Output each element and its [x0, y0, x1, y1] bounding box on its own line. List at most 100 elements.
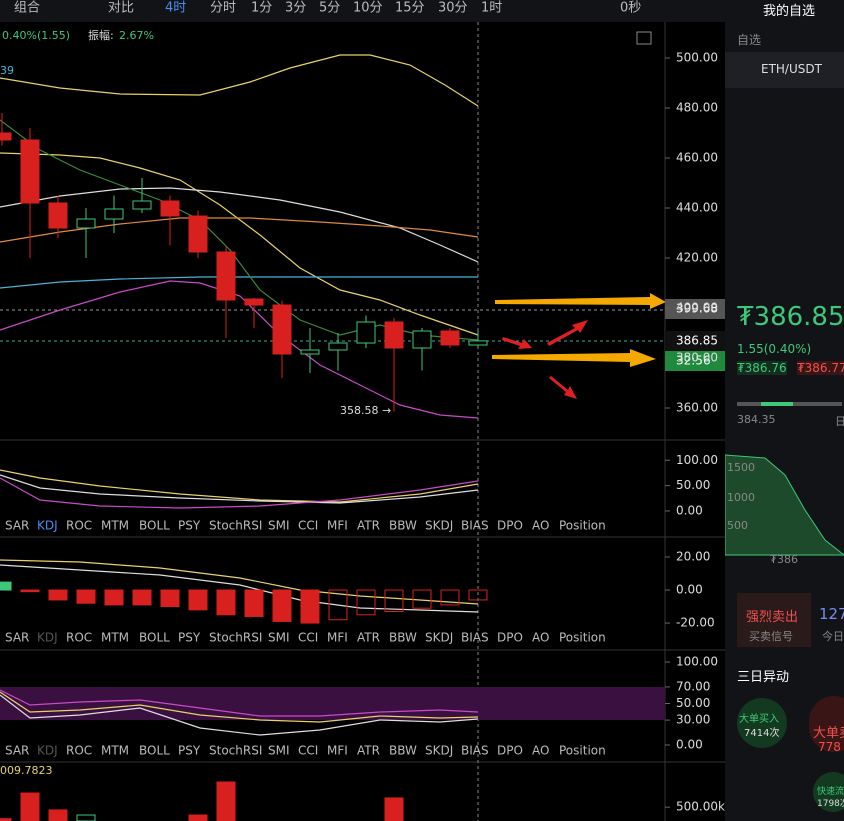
candle-body — [328, 342, 348, 351]
indicator-tab[interactable]: PSY — [178, 744, 201, 758]
indicator-tab[interactable]: BBW — [389, 631, 417, 645]
indicator-tab[interactable]: BBW — [389, 519, 417, 533]
indicator-tab[interactable]: StochRSI — [209, 519, 262, 533]
y-tick-label: 440.00 — [676, 201, 718, 215]
indicator-tab[interactable]: PSY — [178, 631, 201, 645]
y-tick-label: 100.00 — [676, 655, 718, 669]
depth-tick: 1000 — [727, 491, 755, 504]
indicator-tab[interactable]: KDJ — [37, 631, 58, 645]
indicator-tab[interactable]: AO — [532, 744, 549, 758]
indicator-tab[interactable]: KDJ — [37, 519, 58, 533]
low-note: 358.58 → — [340, 404, 391, 417]
y-tick-label: 0.00 — [676, 503, 703, 517]
expand-icon[interactable] — [636, 31, 652, 45]
depth-tick: 1500 — [727, 461, 755, 474]
indicator-tab[interactable]: BIAS — [461, 631, 489, 645]
indicator-tab[interactable]: MTM — [101, 519, 129, 533]
indicator-tab[interactable]: BOLL — [139, 744, 170, 758]
indicator-tab[interactable]: SKDJ — [425, 519, 453, 533]
bubble[interactable] — [737, 698, 787, 748]
indicator-tab[interactable]: CCI — [298, 519, 318, 533]
interval[interactable]: 5分 — [319, 1, 340, 16]
indicator-tab[interactable]: ATR — [357, 519, 380, 533]
indicator-tab[interactable]: BOLL — [139, 519, 170, 533]
interval[interactable]: 分时 — [210, 1, 236, 16]
volume-bar — [216, 781, 236, 821]
today: 今日 — [822, 630, 844, 643]
indicator-tab[interactable]: ROC — [66, 519, 92, 533]
indicator-tab[interactable]: CCI — [298, 631, 318, 645]
indicator-tab[interactable]: BBW — [389, 744, 417, 758]
toolbar-item[interactable]: 组合 — [14, 1, 40, 16]
indicator-tab[interactable]: DPO — [497, 744, 523, 758]
candle-body — [0, 132, 12, 141]
price-tag-text: 399.68 — [676, 302, 718, 316]
bubble-text: 大单卖 — [813, 726, 844, 741]
indicator-tab[interactable]: SMI — [268, 519, 290, 533]
bubble[interactable] — [813, 772, 844, 812]
indicator-tab[interactable]: SKDJ — [425, 744, 453, 758]
indicator-tab[interactable]: MFI — [327, 631, 348, 645]
indicator-tab[interactable]: SKDJ — [425, 631, 453, 645]
indicator-tab[interactable]: Position — [559, 519, 606, 533]
indicator-tab[interactable]: ROC — [66, 744, 92, 758]
symbol-row[interactable] — [725, 52, 844, 88]
depth-tick: 500 — [727, 519, 748, 532]
signal-card[interactable] — [737, 593, 811, 647]
indicator-tab[interactable]: PSY — [178, 519, 201, 533]
indicator-tab[interactable]: MTM — [101, 744, 129, 758]
interval[interactable]: 15分 — [395, 1, 425, 16]
indicator-tab[interactable]: ATR — [357, 631, 380, 645]
bubble-text: 1798次 — [817, 799, 844, 809]
interval[interactable]: 10分 — [353, 1, 383, 16]
histogram-bar — [328, 589, 348, 621]
indicator-tab[interactable]: CCI — [298, 744, 318, 758]
y-tick-label: 70.00 — [676, 679, 710, 693]
indicator-tab[interactable]: KDJ — [37, 744, 58, 758]
y-tick-label: 420.00 — [676, 251, 718, 265]
indicator-tab[interactable]: ATR — [357, 744, 380, 758]
indicator-tab[interactable]: MFI — [327, 519, 348, 533]
toolbar-item[interactable]: 对比 — [108, 1, 134, 16]
indicator-tab[interactable]: AO — [532, 631, 549, 645]
candle-body — [468, 340, 488, 346]
indicator-tab[interactable]: StochRSI — [209, 744, 262, 758]
indicator-tab[interactable]: DPO — [497, 519, 523, 533]
indicator-tab[interactable]: SMI — [268, 631, 290, 645]
y-tick-label: 500.00k — [676, 800, 725, 814]
interval[interactable]: 30分 — [438, 1, 468, 16]
interval[interactable]: 1时 — [481, 1, 502, 16]
interval[interactable]: 4时 — [165, 1, 186, 16]
indicator-tab[interactable]: BOLL — [139, 631, 170, 645]
indicator-tab[interactable]: BIAS — [461, 744, 489, 758]
indicator-tab[interactable]: SAR — [5, 519, 29, 533]
indicator-tab[interactable]: StochRSI — [209, 631, 262, 645]
signal: 强烈卖出 — [746, 610, 799, 625]
indicator-tab[interactable]: SAR — [5, 744, 29, 758]
indicator-tab[interactable]: BIAS — [461, 519, 489, 533]
price: ₮386.85 — [737, 302, 844, 332]
volume-bar — [0, 818, 12, 821]
filter[interactable]: 自选 — [737, 33, 762, 47]
indicator-tab[interactable]: MFI — [327, 744, 348, 758]
signal-label: 买卖信号 — [749, 630, 793, 643]
indicator-tab[interactable]: SMI — [268, 744, 290, 758]
indicator-tab[interactable]: MTM — [101, 631, 129, 645]
indicator-tab[interactable]: SAR — [5, 631, 29, 645]
histogram-bar — [356, 589, 376, 616]
y-tick-label: 460.00 — [676, 151, 718, 165]
y-tick-label: 380.00 — [676, 351, 718, 365]
candle-body — [272, 304, 292, 355]
indicator-tab[interactable]: DPO — [497, 631, 523, 645]
interval[interactable]: 3分 — [285, 1, 306, 16]
indicator-tab[interactable]: Position — [559, 631, 606, 645]
histogram-bar — [412, 589, 432, 609]
interval[interactable]: 1分 — [251, 1, 272, 16]
candle-body — [384, 321, 404, 349]
indicator-tab[interactable]: Position — [559, 744, 606, 758]
bubble[interactable] — [809, 696, 844, 752]
annotation-arrows — [492, 293, 666, 399]
indicator-tab[interactable]: ROC — [66, 631, 92, 645]
indicator-tab[interactable]: AO — [532, 519, 549, 533]
